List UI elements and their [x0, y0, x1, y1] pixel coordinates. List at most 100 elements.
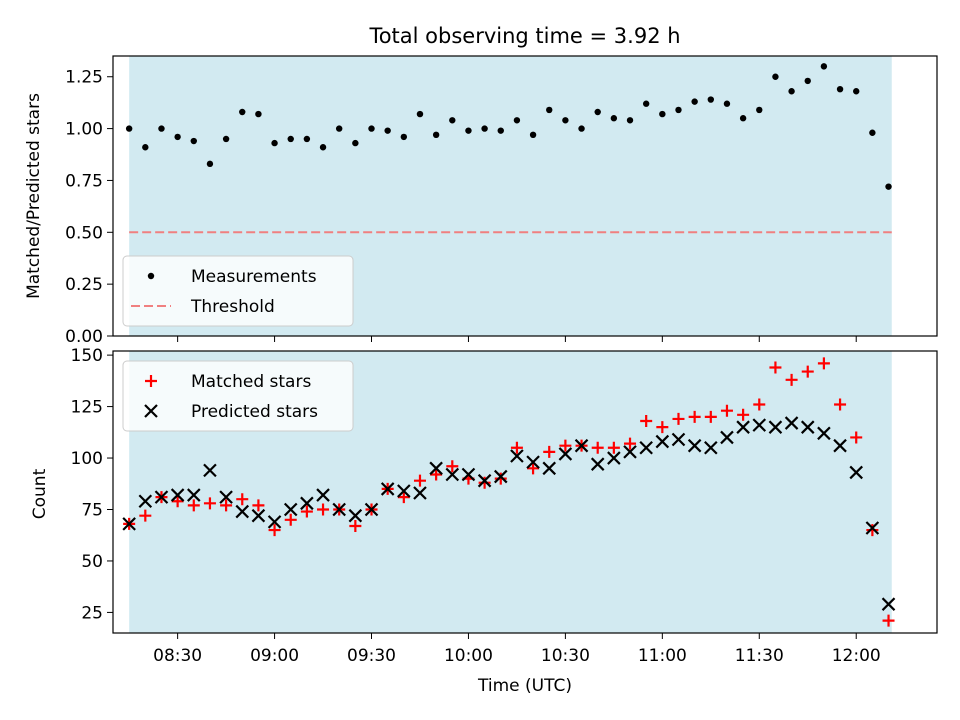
predicted-star-point [736, 420, 750, 434]
y-tick-label: 75 [81, 500, 103, 520]
predicted-star-point [639, 440, 653, 455]
predicted-star-point [429, 461, 443, 476]
matched-star-point [413, 474, 426, 487]
top-y-axis-label: Matched/Predicted stars [24, 93, 44, 299]
legend-swatch-dot [147, 272, 155, 280]
measurement-point [529, 131, 537, 139]
legend-swatch-x [144, 404, 158, 418]
measurement-point [610, 115, 618, 122]
x-tick-label: 10:00 [444, 646, 493, 666]
measurement-point [303, 135, 311, 143]
measurement-point [513, 117, 521, 124]
matched-star-point [834, 398, 847, 411]
legend-box [122, 360, 354, 432]
measurement-point [206, 160, 214, 168]
y-tick-label: 25 [81, 603, 103, 623]
matched-star-point [300, 505, 313, 518]
measurement-point [319, 144, 327, 151]
predicted-star-point [526, 455, 540, 469]
matched-star-point [203, 497, 216, 510]
legend: Matched stars Predicted stars [122, 360, 354, 432]
measurement-point [756, 106, 763, 114]
measurement-point [368, 125, 375, 132]
axes-frame [112, 350, 938, 634]
measurement-point [449, 117, 456, 124]
matched-star-point [187, 499, 200, 512]
measurement-point [497, 127, 504, 134]
predicted-star-point [817, 426, 831, 441]
matched-star-point [866, 524, 879, 537]
y-tick-label: 125 [71, 398, 103, 418]
predicted-star-point [704, 440, 718, 455]
legend-label: Predicted stars [191, 402, 318, 422]
legend-label: Matched stars [191, 372, 311, 392]
y-tick-label: 50 [81, 552, 103, 572]
predicted-star-point [380, 482, 395, 496]
matched-star-point [252, 499, 265, 512]
measurement-point [432, 131, 440, 139]
predicted-star-point [590, 457, 605, 471]
measurement-point [691, 98, 698, 105]
predicted-star-point [623, 445, 637, 459]
predicted-star-point [364, 502, 379, 517]
predicted-star-point [461, 467, 476, 482]
measurement-point [578, 125, 585, 132]
measurement-point [804, 77, 811, 85]
matched-star-point [737, 408, 750, 421]
x-tick-label: 10:30 [541, 646, 590, 666]
measurement-point [287, 135, 294, 143]
predicted-star-point [138, 494, 153, 509]
measurement-point [400, 133, 408, 141]
predicted-star-point [687, 438, 702, 453]
measurement-point [707, 96, 715, 103]
y-tick-label: 0.50 [65, 223, 103, 243]
y-tick-label: 0.75 [65, 171, 103, 191]
measurement-point [222, 135, 230, 143]
y-tick-label: 100 [71, 449, 103, 469]
predicted-star-point [477, 473, 492, 488]
bottom-y-axis-label: Count [30, 468, 50, 519]
x-tick-label: 09:30 [347, 646, 396, 666]
predicted-star-point [510, 449, 524, 463]
matched-star-point [236, 493, 249, 506]
x-tick-label: 09:00 [250, 646, 299, 666]
matched-star-point [510, 441, 523, 454]
measurement-point [174, 133, 181, 141]
matched-star-point [349, 519, 362, 532]
matched-star-point [850, 431, 863, 444]
measurement-point [190, 137, 197, 145]
predicted-star-point [720, 430, 734, 445]
measurement-point [255, 110, 262, 118]
measurement-point [384, 127, 391, 134]
predicted-star-point [251, 508, 266, 523]
matched-star-point [527, 462, 540, 475]
matched-star-point [494, 472, 507, 485]
matched-star-point [139, 509, 152, 522]
measurement-point [416, 110, 424, 118]
y-tick-label: 1.25 [65, 68, 103, 88]
measurement-point [642, 100, 650, 107]
measurement-point [626, 117, 634, 124]
chart-title: Total observing time = 3.92 h [368, 24, 680, 48]
predicted-star-point [316, 488, 330, 502]
predicted-star-point [607, 451, 621, 465]
x-tick-label: 11:30 [735, 646, 784, 666]
matched-star-point [817, 357, 830, 370]
x-tick-label: 08:30 [153, 646, 202, 666]
axes-frame [112, 55, 938, 337]
matched-star-point [268, 524, 281, 537]
measurement-point [723, 100, 731, 107]
predicted-star-point [397, 484, 411, 498]
predicted-star-point [752, 418, 767, 432]
legend-label: Threshold [190, 297, 275, 317]
measurement-point [352, 139, 359, 147]
matched-star-point [882, 614, 895, 627]
x-tick-label: 11:00 [638, 646, 687, 666]
predicted-star-point [800, 420, 815, 434]
predicted-star-point [849, 465, 863, 480]
predicted-star-point [219, 490, 233, 504]
matched-star-point [720, 404, 733, 417]
predicted-star-point [881, 597, 896, 611]
matched-star-point [624, 437, 637, 450]
matched-star-point [769, 361, 782, 374]
